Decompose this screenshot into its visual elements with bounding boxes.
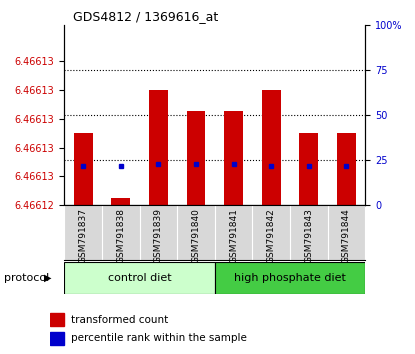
Text: transformed count: transformed count: [71, 315, 168, 325]
Text: ▶: ▶: [44, 273, 51, 283]
Bar: [111, 198, 130, 205]
Text: percentile rank within the sample: percentile rank within the sample: [71, 333, 247, 343]
Bar: [187, 112, 205, 205]
Text: high phosphate diet: high phosphate diet: [234, 273, 346, 283]
Text: GSM791842: GSM791842: [267, 208, 276, 263]
Bar: [262, 90, 281, 205]
Bar: [149, 90, 168, 205]
Text: GSM791837: GSM791837: [78, 208, 88, 263]
Bar: [50, 313, 64, 326]
Text: GDS4812 / 1369616_at: GDS4812 / 1369616_at: [73, 10, 218, 23]
Text: GSM791844: GSM791844: [342, 208, 351, 263]
Text: GSM791839: GSM791839: [154, 208, 163, 263]
Text: GSM791843: GSM791843: [304, 208, 313, 263]
Text: protocol: protocol: [4, 273, 49, 283]
Text: control diet: control diet: [108, 273, 171, 283]
Bar: [299, 133, 318, 205]
Bar: [224, 112, 243, 205]
Bar: [74, 133, 93, 205]
Bar: [337, 133, 356, 205]
Bar: [50, 332, 64, 345]
Bar: [215, 262, 365, 294]
Text: GSM791841: GSM791841: [229, 208, 238, 263]
Text: GSM791838: GSM791838: [116, 208, 125, 263]
Text: GSM791840: GSM791840: [191, 208, 200, 263]
Bar: [64, 262, 215, 294]
